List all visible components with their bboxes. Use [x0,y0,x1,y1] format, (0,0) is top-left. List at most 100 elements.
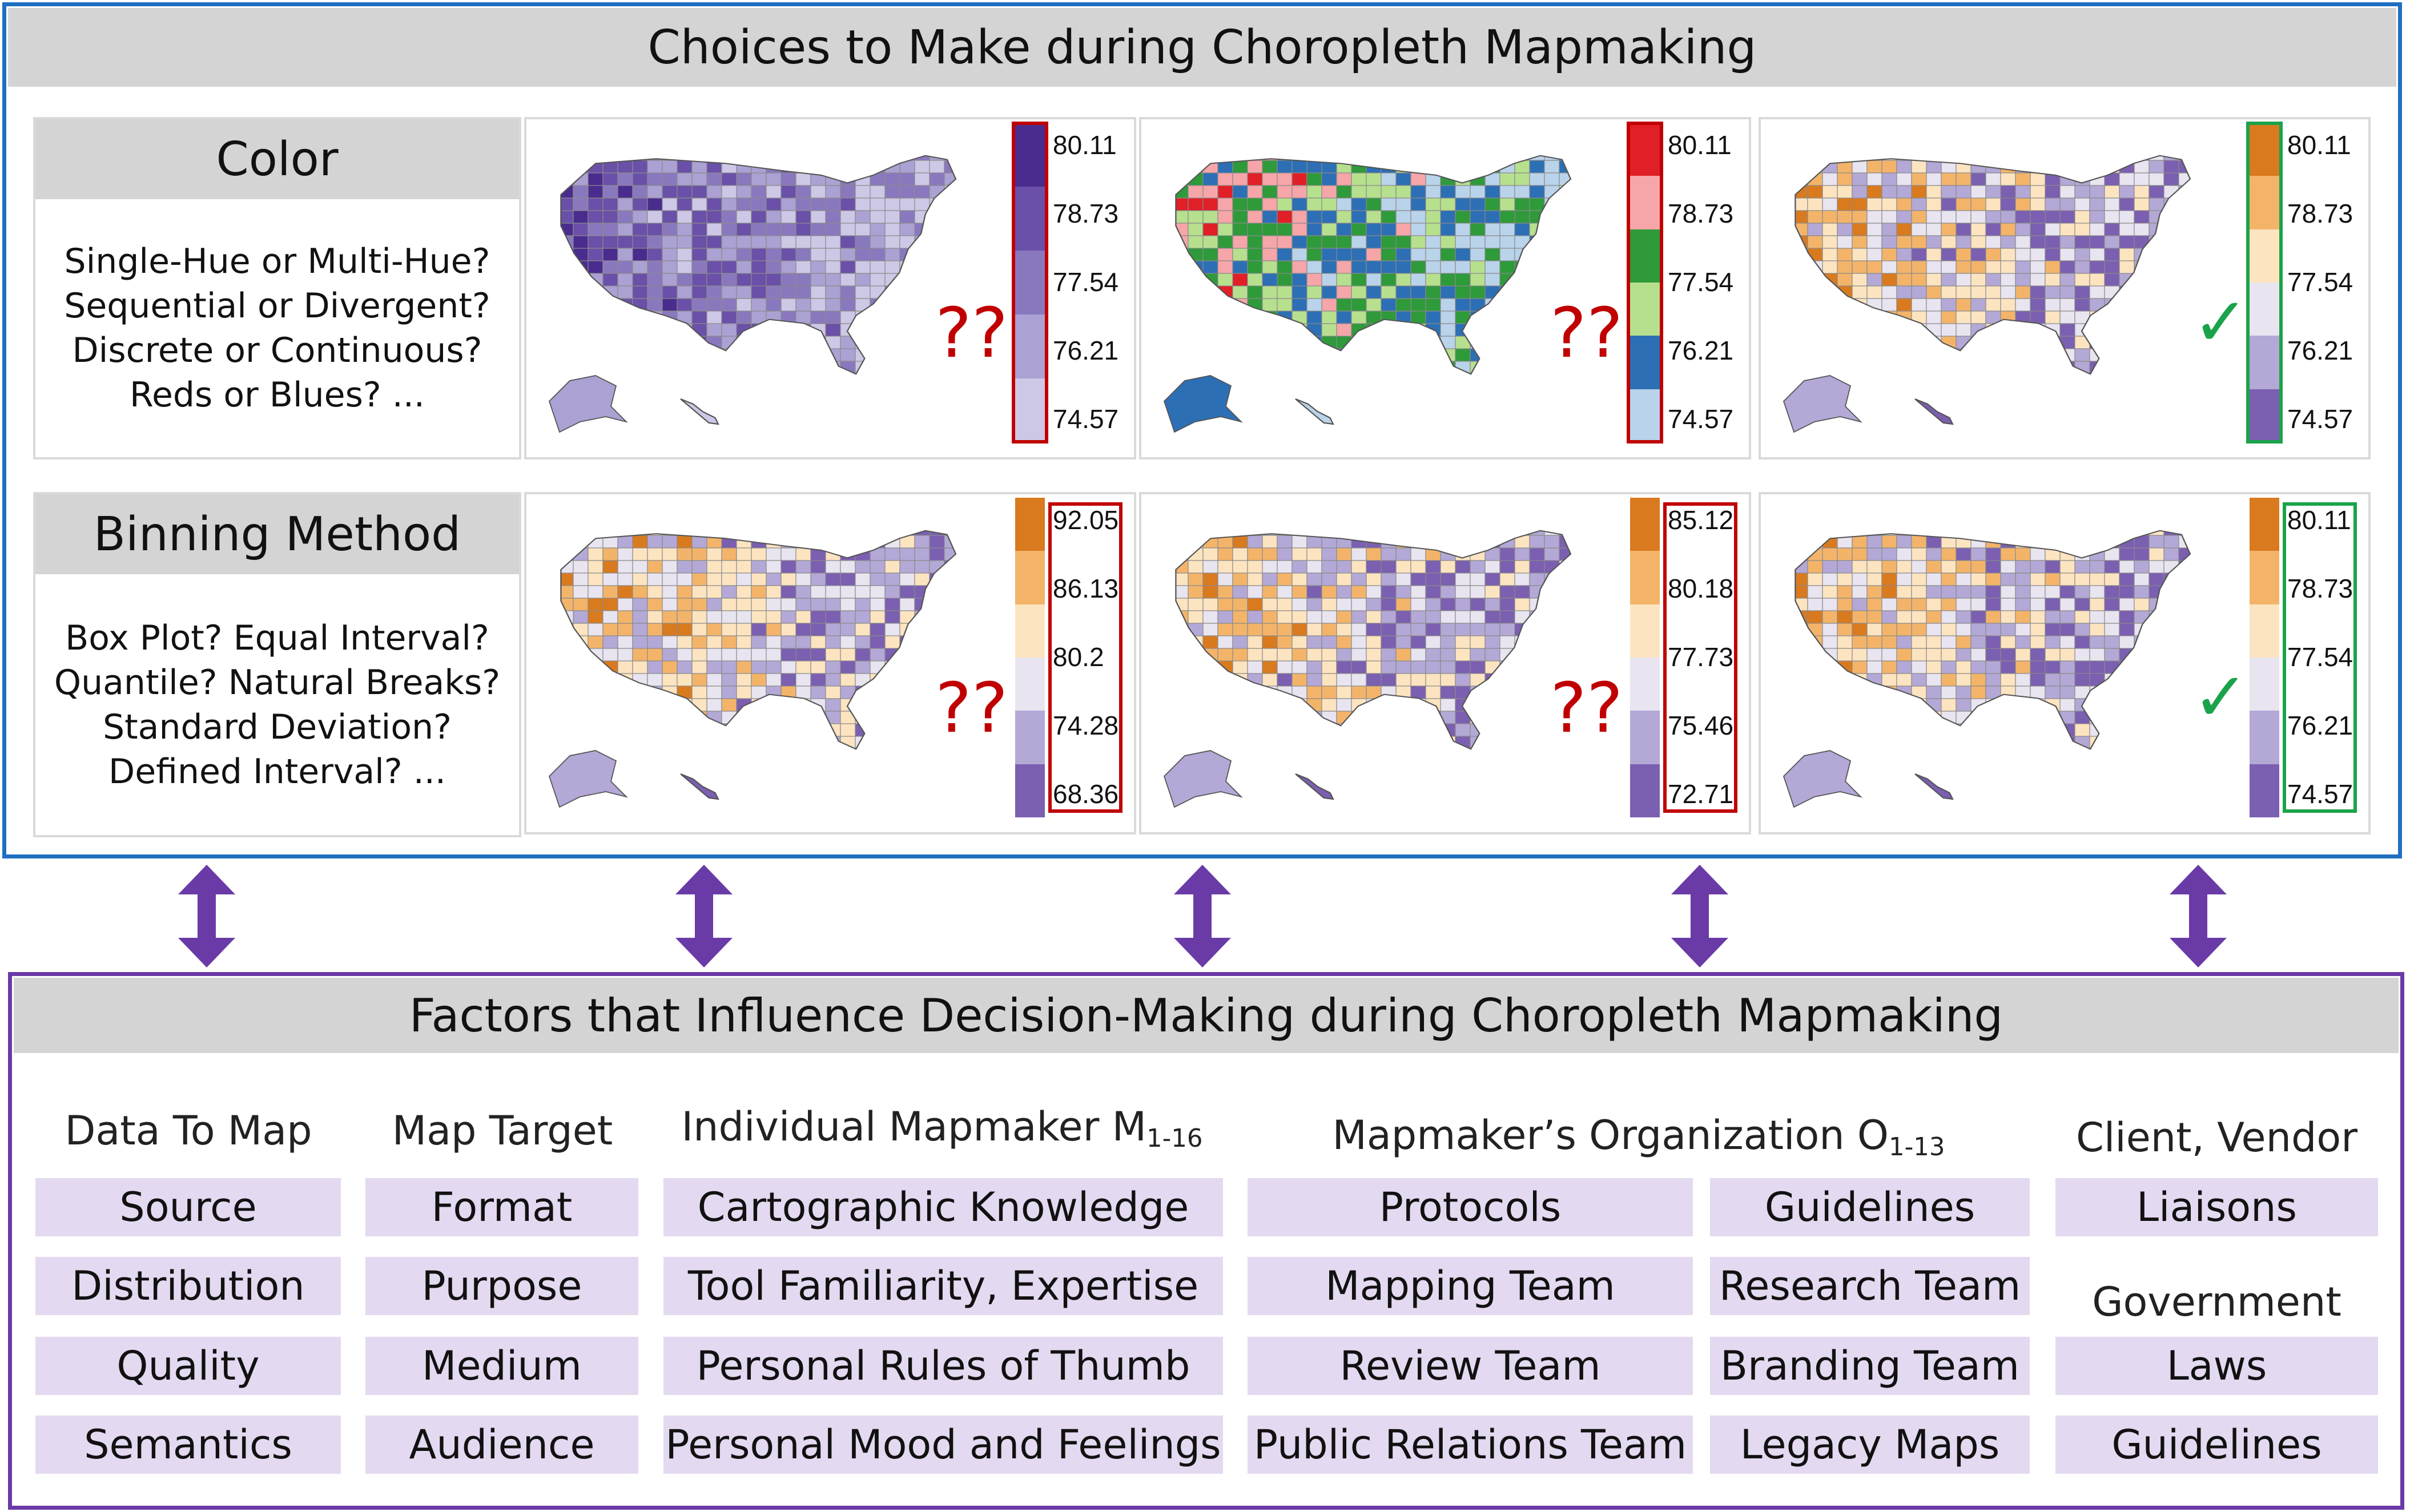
county-cell [751,648,767,662]
county-cell [1247,323,1263,337]
county-cell [1217,260,1233,274]
county-cell [1277,635,1293,649]
county-cell [544,198,558,211]
choropleth-map [1783,530,2191,808]
county-cell [721,686,737,699]
county-cell [2015,723,2031,737]
county-cell [914,686,930,699]
county-cell [1514,610,1530,624]
county-cell [1911,185,1927,199]
county-cell [2134,585,2150,599]
county-cell [825,155,841,161]
county-cell [751,623,767,636]
county-cell [1499,223,1515,236]
county-cell [2119,323,2135,337]
county-cell [944,748,956,749]
county-cell [2163,585,2179,599]
county-cell [677,260,693,274]
county-cell [1911,361,1927,374]
county-cell [677,660,693,674]
county-cell [870,185,886,199]
county-cell [544,236,558,248]
county-cell [855,698,871,712]
county-cell [1188,298,1204,312]
county-cell [561,723,574,737]
county-cell [751,610,767,624]
county-cell [1176,711,1189,724]
county-cell [1188,172,1204,186]
county-cell [825,285,841,299]
county-cell [810,197,826,211]
county-cell [1559,155,1571,161]
county-cell [870,210,886,224]
county-cell [2089,698,2105,712]
county-cell [1351,298,1367,312]
county-cell [1351,155,1367,161]
county-cell [2015,155,2031,161]
county-cell [825,673,841,687]
county-cell [1807,530,1823,536]
county-cell [855,623,871,636]
county-cell [825,560,841,574]
county-cell [2134,698,2150,712]
county-cell [691,723,707,737]
individual-heading-text: Individual Mapmaker M [681,1103,1147,1150]
county-cell [2208,173,2223,186]
county-cell [2000,711,2016,724]
county-cell [1188,155,1204,161]
county-cell [810,298,826,312]
county-cell [706,260,722,274]
county-cell [1822,311,1838,324]
county-cell [1351,686,1367,699]
county-cell [1574,248,1589,261]
county-cell [1202,235,1218,249]
county-cell [2045,298,2061,312]
county-cell [1985,610,2001,624]
county-cell [2030,535,2046,549]
county-cell [766,598,782,611]
county-cell [602,348,618,362]
county-cell [780,223,796,236]
county-cell [721,530,737,536]
county-cell [2000,285,2016,299]
county-cell [2000,373,2016,374]
county-cell [1410,260,1426,274]
county-cell [2045,361,2061,374]
legend-tick-label: 76.21 [2287,336,2353,365]
county-cell [1881,673,1897,687]
county-cell [1291,172,1307,186]
county-cell [1956,535,1972,549]
county-cell [1852,348,1868,362]
county-cell [1381,248,1397,261]
county-cell [544,299,558,311]
county-cell [974,611,989,623]
county-cell [810,361,826,374]
county-cell [1941,585,1957,599]
county-cell [1866,260,1882,274]
county-cell [899,698,915,712]
county-cell [1484,311,1500,324]
county-cell [1410,172,1426,186]
county-cell [2045,648,2061,662]
county-cell [1544,748,1560,749]
county-cell [1926,660,1942,674]
county-cell [2119,260,2135,274]
county-cell [1837,686,1853,699]
county-cell [2208,248,2223,261]
county-cell [736,336,752,349]
county-cell [1232,223,1248,236]
county-cell [899,197,915,211]
county-cell [647,748,663,749]
county-cell [1941,248,1957,261]
county-cell [929,547,945,561]
county-cell [1176,736,1189,749]
binning-question: Box Plot? Equal Interval? [65,618,489,658]
county-cell [2074,635,2090,649]
county-cell [1366,373,1382,374]
county-cell [1217,298,1233,312]
county-cell [706,235,722,249]
county-cell [810,235,826,249]
county-cell [1366,172,1382,186]
county-cell [914,235,930,249]
county-cell [1956,572,1972,586]
